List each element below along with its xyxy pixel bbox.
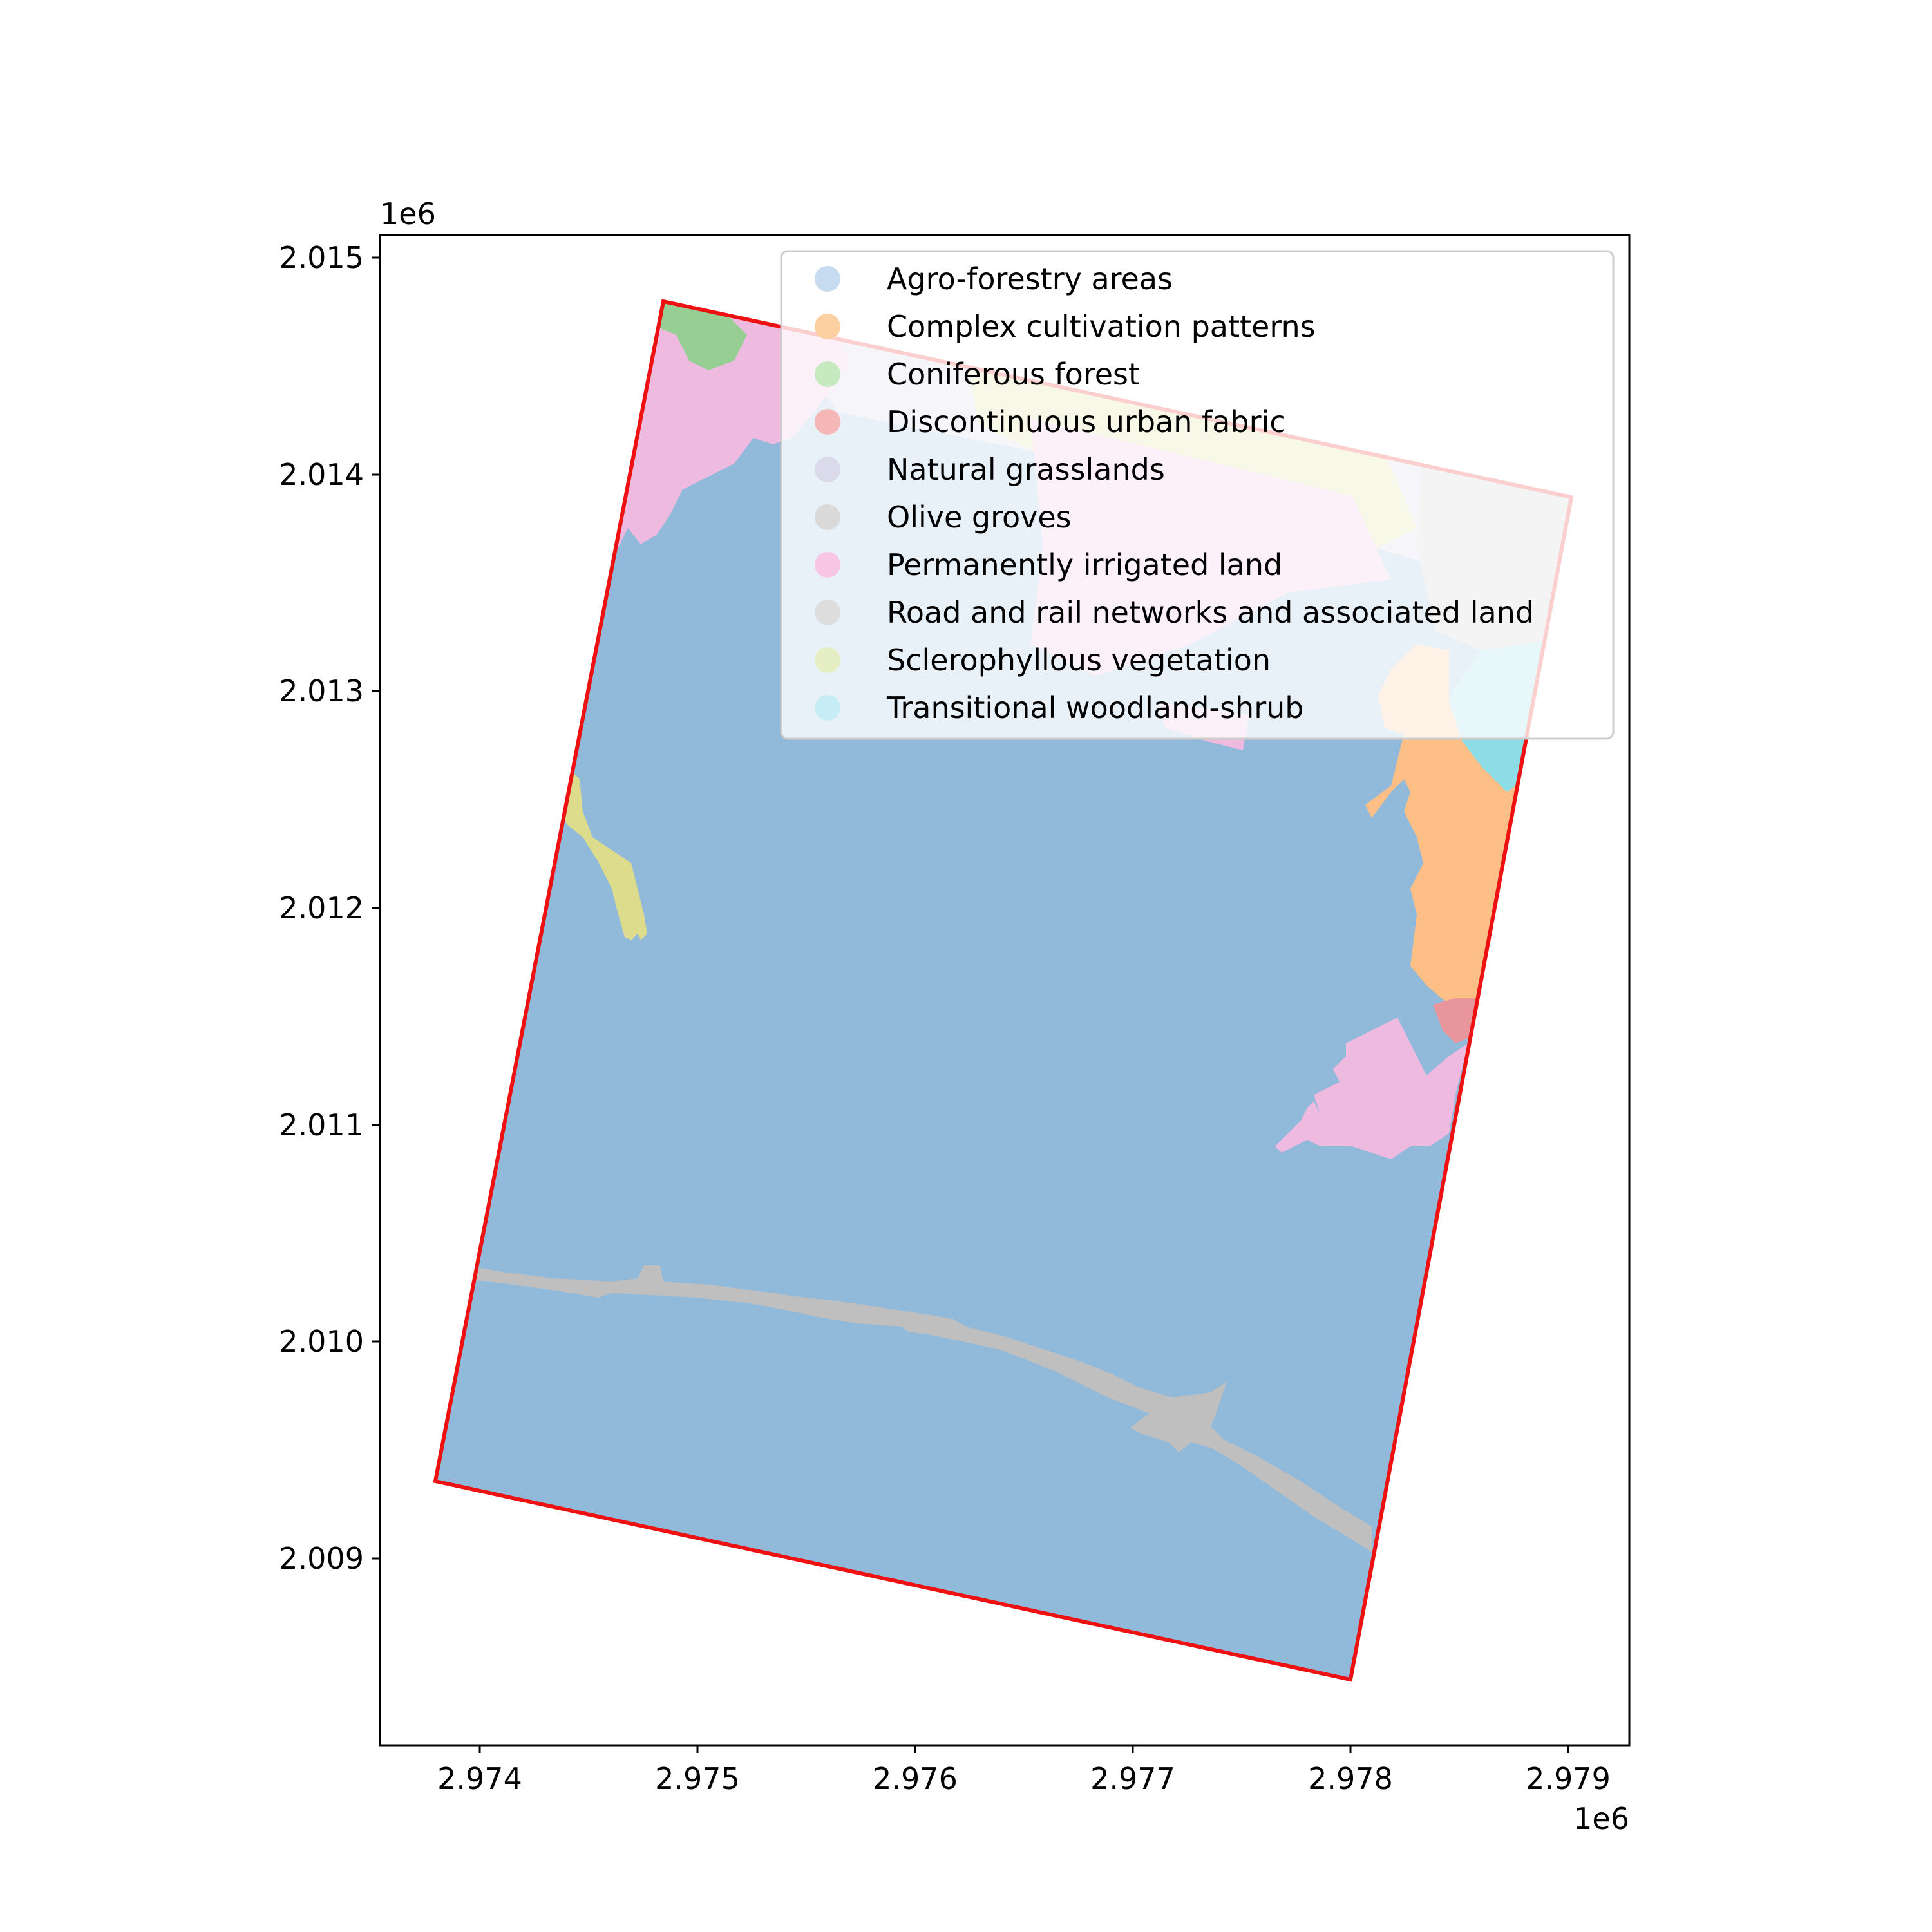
legend-marker [815,600,840,625]
y-tick-label: 2.011 [279,1108,364,1142]
legend-entry: Discontinuous urban fabric [815,404,1286,439]
legend-label: Olive groves [887,500,1072,535]
legend-entry: Complex cultivation patterns [815,309,1316,344]
legend-box [780,250,1615,740]
legend-marker [815,409,840,435]
urban-fabric-polygon [1433,998,1481,1043]
legend-marker [815,314,840,339]
road-network-polygon [444,1262,1372,1552]
legend-marker [815,695,840,721]
legend-label: Discontinuous urban fabric [887,404,1286,439]
x-tick-label: 2.974 [437,1761,522,1796]
legend-entry: Coniferous forest [815,357,1140,392]
x-axis-offset-label: 1e6 [1573,1801,1629,1836]
y-tick-label: 2.009 [279,1541,364,1576]
x-tick-label: 2.975 [655,1761,740,1796]
sclerophyllous-vegetation-strip-polygon [560,773,647,940]
x-tick-label: 2.978 [1308,1761,1393,1796]
legend-label: Sclerophyllous vegetation [887,643,1271,677]
legend-label: Complex cultivation patterns [887,309,1316,344]
legend-label: Coniferous forest [887,357,1140,392]
legend-marker [815,552,840,578]
legend-entry: Transitional woodland-shrub [815,690,1303,725]
y-axis-offset-label: 1e6 [380,196,436,231]
legend-marker [815,504,840,530]
legend-label: Permanently irrigated land [887,547,1282,582]
legend-label: Agro-forestry areas [887,261,1173,296]
x-tick-label: 2.977 [1090,1761,1175,1796]
legend-marker [815,361,840,387]
legend-label: Transitional woodland-shrub [886,690,1303,725]
x-tick-label: 2.979 [1526,1761,1611,1796]
y-tick-label: 2.015 [279,240,364,275]
legend-marker [815,266,840,292]
y-tick-label: 2.014 [279,457,364,492]
x-tick-label: 2.976 [873,1761,958,1796]
legend-entry: Olive groves [815,500,1072,535]
legend-entry: Road and rail networks and associated la… [815,595,1534,630]
x-axis: 2.974 2.975 2.976 2.977 2.978 2.979 1e6 [437,1745,1629,1836]
y-tick-label: 2.012 [279,891,364,925]
legend-entry: Sclerophyllous vegetation [815,643,1271,677]
legend-marker [815,457,840,482]
legend-label: Road and rail networks and associated la… [887,595,1534,630]
coniferous-forest-polygon [657,303,747,370]
legend-marker [815,647,840,673]
y-tick-label: 2.010 [279,1324,364,1359]
y-tick-label: 2.013 [279,674,364,708]
legend-entry: Natural grasslands [815,452,1165,487]
legend-entry: Permanently irrigated land [815,547,1282,582]
legend-label: Natural grasslands [887,452,1165,487]
legend-entry: Agro-forestry areas [815,261,1173,296]
irrigated-land-lower-right-polygon [1275,1018,1468,1159]
y-axis: 1e6 2.015 2.014 2.013 2.012 2.011 2.010 … [279,196,436,1576]
legend: Agro-forestry areas Complex cultivation … [780,250,1615,740]
